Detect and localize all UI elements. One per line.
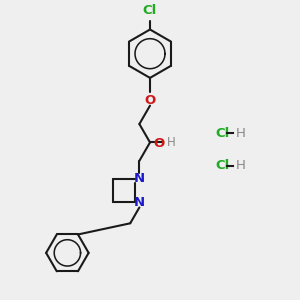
Text: Cl: Cl (143, 4, 157, 17)
Text: N: N (134, 196, 145, 208)
Text: H: H (167, 136, 176, 149)
Text: Cl: Cl (215, 159, 229, 172)
Text: N: N (134, 172, 145, 185)
Text: O: O (153, 136, 164, 149)
Text: O: O (144, 94, 156, 107)
Text: Cl: Cl (215, 127, 229, 140)
Text: H: H (236, 159, 246, 172)
Text: H: H (236, 127, 246, 140)
